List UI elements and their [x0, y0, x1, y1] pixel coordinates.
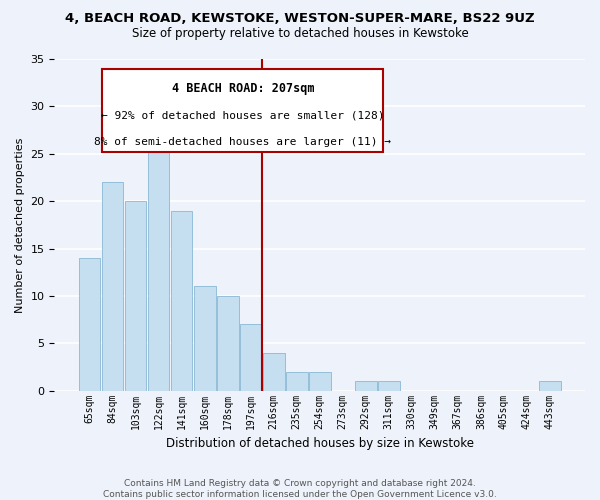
Bar — [79, 258, 100, 390]
Text: 4, BEACH ROAD, KEWSTOKE, WESTON-SUPER-MARE, BS22 9UZ: 4, BEACH ROAD, KEWSTOKE, WESTON-SUPER-MA… — [65, 12, 535, 26]
Bar — [355, 381, 377, 390]
Y-axis label: Number of detached properties: Number of detached properties — [15, 137, 25, 312]
Bar — [378, 381, 400, 390]
Bar — [539, 381, 561, 390]
Bar — [286, 372, 308, 390]
Bar — [309, 372, 331, 390]
Text: Contains public sector information licensed under the Open Government Licence v3: Contains public sector information licen… — [103, 490, 497, 499]
Text: 8% of semi-detached houses are larger (11) →: 8% of semi-detached houses are larger (1… — [94, 137, 391, 147]
Bar — [148, 144, 169, 390]
Bar — [170, 210, 193, 390]
Bar — [125, 201, 146, 390]
Bar — [263, 352, 284, 391]
FancyBboxPatch shape — [102, 69, 383, 152]
Bar — [101, 182, 124, 390]
Bar — [217, 296, 239, 390]
Text: 4 BEACH ROAD: 207sqm: 4 BEACH ROAD: 207sqm — [172, 82, 314, 95]
Text: Contains HM Land Registry data © Crown copyright and database right 2024.: Contains HM Land Registry data © Crown c… — [124, 479, 476, 488]
X-axis label: Distribution of detached houses by size in Kewstoke: Distribution of detached houses by size … — [166, 437, 474, 450]
Bar — [194, 286, 215, 391]
Bar — [239, 324, 262, 390]
Text: Size of property relative to detached houses in Kewstoke: Size of property relative to detached ho… — [131, 28, 469, 40]
Text: ← 92% of detached houses are smaller (128): ← 92% of detached houses are smaller (12… — [101, 110, 385, 120]
